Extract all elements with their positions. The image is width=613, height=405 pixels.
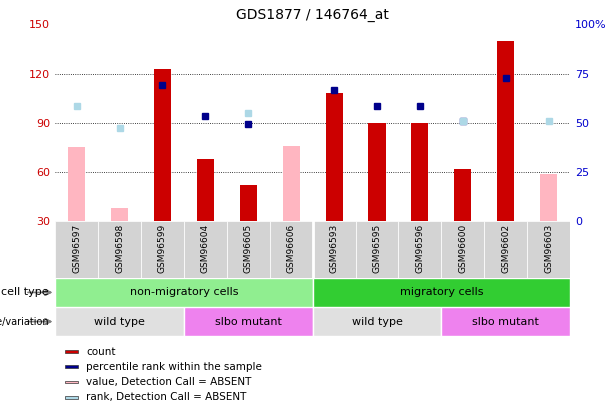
Text: count: count — [86, 347, 115, 356]
Text: migratory cells: migratory cells — [400, 288, 483, 297]
Bar — [368, 123, 386, 221]
Bar — [111, 208, 128, 221]
Text: percentile rank within the sample: percentile rank within the sample — [86, 362, 262, 372]
Text: GSM96595: GSM96595 — [373, 224, 381, 273]
Bar — [313, 307, 441, 336]
Bar — [527, 221, 570, 278]
Bar — [197, 159, 214, 221]
Bar — [441, 221, 484, 278]
Bar — [66, 365, 78, 368]
Text: GSM96605: GSM96605 — [244, 224, 253, 273]
Bar — [398, 221, 441, 278]
Text: value, Detection Call = ABSENT: value, Detection Call = ABSENT — [86, 377, 251, 387]
Bar — [283, 146, 300, 221]
Bar — [68, 147, 85, 221]
Title: GDS1877 / 146764_at: GDS1877 / 146764_at — [236, 8, 389, 22]
Bar — [66, 381, 78, 383]
Text: GSM96603: GSM96603 — [544, 224, 553, 273]
Bar — [313, 278, 570, 307]
Bar — [540, 174, 557, 221]
Bar — [497, 41, 514, 221]
Bar — [55, 307, 184, 336]
Text: GSM96602: GSM96602 — [501, 224, 510, 273]
Bar — [154, 68, 171, 221]
Text: GSM96593: GSM96593 — [330, 224, 338, 273]
Text: slbo mutant: slbo mutant — [472, 317, 539, 326]
Bar — [184, 307, 313, 336]
Bar — [454, 168, 471, 221]
Bar — [55, 278, 313, 307]
Bar — [313, 221, 356, 278]
Bar — [240, 185, 257, 221]
Bar — [227, 221, 270, 278]
Text: GSM96598: GSM96598 — [115, 224, 124, 273]
Bar — [356, 221, 398, 278]
Bar — [55, 221, 98, 278]
Text: GSM96599: GSM96599 — [158, 224, 167, 273]
Bar — [184, 221, 227, 278]
Text: GSM96597: GSM96597 — [72, 224, 81, 273]
Bar — [66, 396, 78, 399]
Text: GSM96606: GSM96606 — [287, 224, 295, 273]
Text: rank, Detection Call = ABSENT: rank, Detection Call = ABSENT — [86, 392, 246, 402]
Text: GSM96596: GSM96596 — [416, 224, 424, 273]
Bar — [411, 123, 428, 221]
Bar — [326, 93, 343, 221]
Bar — [98, 221, 141, 278]
Text: cell type: cell type — [1, 288, 49, 297]
Text: slbo mutant: slbo mutant — [215, 317, 282, 326]
Bar — [484, 221, 527, 278]
Text: GSM96600: GSM96600 — [459, 224, 467, 273]
Text: non-migratory cells: non-migratory cells — [130, 288, 238, 297]
Bar — [66, 350, 78, 353]
Bar — [441, 307, 570, 336]
Bar — [141, 221, 184, 278]
Text: wild type: wild type — [94, 317, 145, 326]
Text: GSM96604: GSM96604 — [201, 224, 210, 273]
Text: genotype/variation: genotype/variation — [0, 317, 49, 326]
Bar — [270, 221, 313, 278]
Text: wild type: wild type — [352, 317, 402, 326]
